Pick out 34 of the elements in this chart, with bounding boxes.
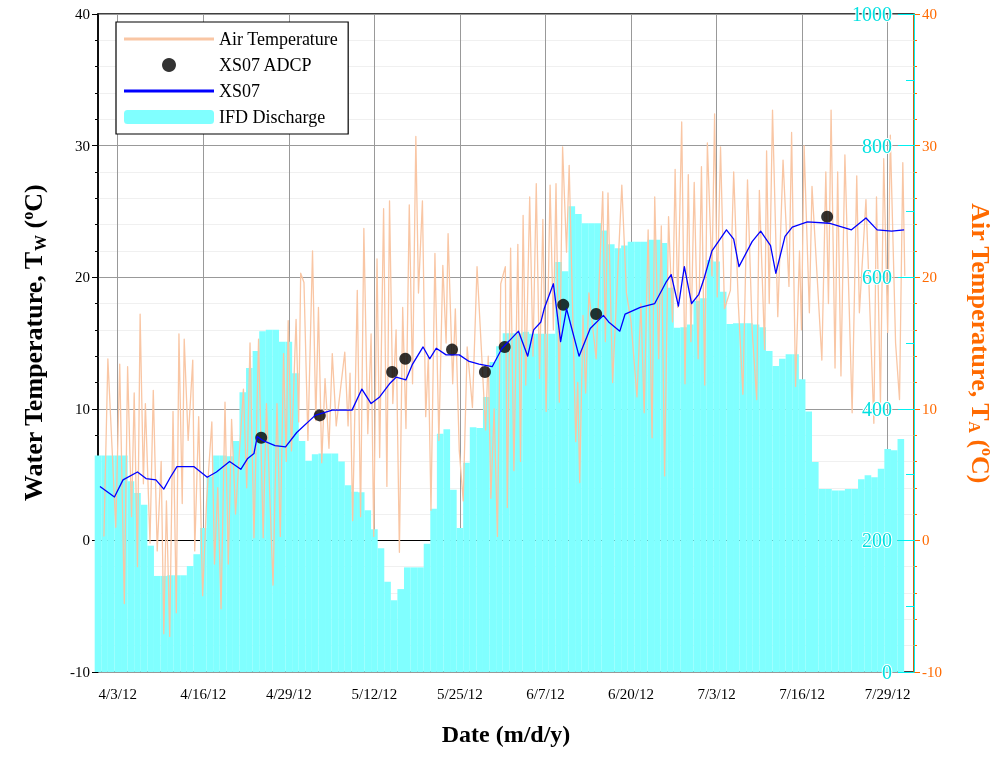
- legend-label: IFD Discharge: [219, 107, 326, 127]
- x-tick-label: 4/29/12: [265, 685, 312, 702]
- y3-tick-label: 400: [862, 397, 892, 420]
- legend-label: Air Temperature: [219, 29, 338, 49]
- x-tick-label: 6/7/12: [526, 685, 565, 702]
- x-tick-label: 7/29/12: [864, 685, 911, 702]
- y-tick-label: 30: [75, 137, 90, 154]
- y-axis-title: Water Temperature, TW (oC): [18, 184, 49, 501]
- y-tick-label: 10: [75, 400, 90, 417]
- y-tick-label: 20: [75, 269, 90, 286]
- y-tick-label: -10: [70, 664, 90, 680]
- y2-tick-label: 30: [922, 137, 937, 154]
- y3-tick-label: 0: [882, 661, 892, 683]
- y2-tick-label: 0: [922, 532, 930, 549]
- x-axis-title: Date (m/d/y): [441, 721, 571, 747]
- x-tick-label: 6/20/12: [608, 685, 654, 702]
- y3-tick-label: 200: [862, 529, 892, 552]
- y-tick-label: 0: [82, 532, 90, 549]
- legend-label: XS07: [219, 81, 261, 101]
- x-tick-label: 5/25/12: [437, 685, 483, 702]
- y2-tick-label: 20: [922, 269, 937, 286]
- y3-tick-label: 600: [862, 266, 892, 289]
- y2-axis-title: Air Temperature, TA (oC): [965, 203, 996, 484]
- x-tick-label: 7/3/12: [697, 685, 736, 702]
- y2-tick-label: 40: [922, 6, 937, 22]
- legend-label: XS07 ADCP: [219, 55, 312, 75]
- x-tick-label: 4/3/12: [98, 685, 137, 702]
- y2-tick-label: -10: [922, 664, 942, 680]
- x-tick-label: 7/16/12: [779, 685, 826, 702]
- x-tick-label: 4/16/12: [180, 685, 227, 702]
- x-tick-label: 5/12/12: [351, 685, 398, 702]
- y2-tick-label: 10: [922, 400, 937, 417]
- y3-tick-label: 800: [862, 134, 892, 157]
- y-tick-label: 40: [75, 6, 90, 22]
